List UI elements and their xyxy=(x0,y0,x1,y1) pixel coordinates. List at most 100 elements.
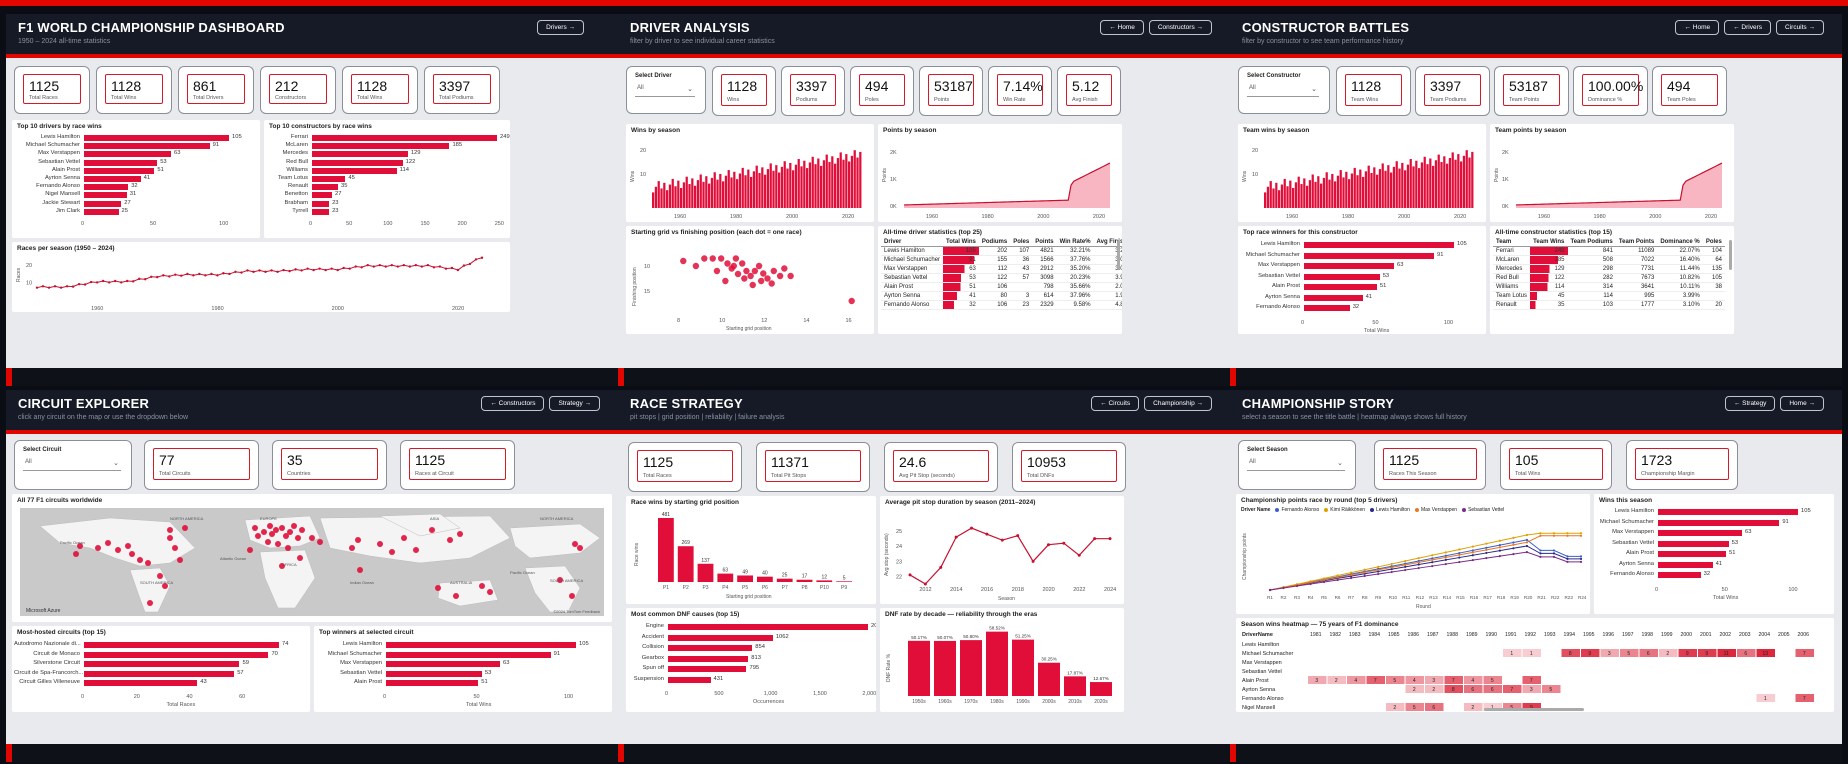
data-point xyxy=(1431,561,1434,564)
axis-tick: 2000 xyxy=(1398,214,1410,220)
table-cell: Ayrton Senna xyxy=(881,291,944,301)
chart-title: Season wins heatmap — 75 years of F1 dom… xyxy=(1241,621,1399,628)
data-label: 269 xyxy=(682,540,691,546)
nav-strategy-button[interactable]: ← Strategy xyxy=(1724,396,1776,411)
data-point xyxy=(1062,541,1066,545)
kpi-card: 3397 Total Podiums xyxy=(424,66,500,114)
data-point xyxy=(150,275,153,278)
nav-constructors-button[interactable]: Constructors → xyxy=(1148,20,1212,35)
horizontal-scrollbar xyxy=(1484,708,1584,711)
data-point xyxy=(192,274,195,277)
circuit-marker xyxy=(299,527,305,533)
season-filter[interactable]: Select Season All ⌄ xyxy=(1238,440,1356,490)
bar xyxy=(1304,252,1434,259)
table-cell: 129 xyxy=(1530,264,1568,274)
circuit-dropdown[interactable]: All ⌄ xyxy=(23,459,121,471)
nav-drivers-button[interactable]: ← Drivers xyxy=(1724,20,1772,35)
bar-label: Engine xyxy=(645,623,664,629)
table-cell: 106 xyxy=(978,300,1011,310)
bar xyxy=(1292,187,1295,208)
axis-tick: R20 xyxy=(1524,595,1533,600)
table-cell: 3.95 xyxy=(1093,273,1122,283)
axis-label: Points xyxy=(1494,168,1500,182)
series-line xyxy=(1269,551,1581,591)
bar xyxy=(697,563,714,582)
axis-tick: 20 xyxy=(26,263,32,269)
data-point xyxy=(1485,556,1488,560)
column-header: Team Points xyxy=(1615,238,1658,247)
panel-championship-story: CHAMPIONSHIP STORY select a season to se… xyxy=(1230,390,1842,762)
page-subtitle: filter by driver to see individual caree… xyxy=(630,38,775,45)
nav-home-button[interactable]: Home → xyxy=(1780,396,1824,411)
bar xyxy=(1339,170,1342,208)
kpi-label: Constructors xyxy=(275,95,307,101)
constructor-filter[interactable]: Select Constructor All ⌄ xyxy=(1238,66,1330,114)
table-title: All-time constructor statistics (top 15) xyxy=(1495,229,1613,236)
bar xyxy=(1440,161,1443,208)
season-dropdown[interactable]: All ⌄ xyxy=(1247,459,1345,471)
circuit-marker xyxy=(401,535,407,541)
data-point xyxy=(1539,552,1542,555)
circuit-marker xyxy=(577,545,583,551)
bar xyxy=(386,651,551,658)
data-point xyxy=(1390,562,1393,566)
series-line xyxy=(36,257,483,289)
driver-dropdown[interactable]: All ⌄ xyxy=(635,85,695,97)
world-map[interactable]: NORTH AMERICA EUROPE ASIA NORTH AMERICA Paci… xyxy=(20,508,604,616)
nav-constructors-button[interactable]: ← Constructors xyxy=(481,396,545,411)
axis-tick: 10 xyxy=(644,264,650,270)
kpi-value: 1128 xyxy=(111,78,142,94)
chart-title: Team points by season xyxy=(1495,127,1567,134)
column-header: Poles xyxy=(1010,238,1033,247)
bar xyxy=(1304,263,1394,269)
data-point xyxy=(1404,568,1407,572)
table-cell: Williams xyxy=(1493,282,1531,292)
table-scrollbar[interactable] xyxy=(1729,240,1732,270)
bar xyxy=(654,186,658,208)
nav-championship-button[interactable]: Championship → xyxy=(1144,396,1212,411)
circuit-map[interactable]: All 77 F1 circuits worldwide NORTH AMERI… xyxy=(12,494,612,622)
nav-drivers-button[interactable]: Drivers → xyxy=(537,20,584,35)
table-cell: 3098 xyxy=(1032,273,1057,283)
data-point xyxy=(132,280,135,283)
data-point xyxy=(438,265,442,268)
bar xyxy=(694,185,697,208)
nav-home-button[interactable]: ← Home xyxy=(1675,20,1720,35)
nav-home-button[interactable]: ← Home xyxy=(1100,20,1144,35)
bar-label: Ayrton Senna xyxy=(1264,293,1300,300)
constructor-dropdown[interactable]: All ⌄ xyxy=(1247,85,1319,97)
bar-value: 63 xyxy=(1745,529,1752,535)
data-point xyxy=(198,272,201,276)
table-cell: 798 xyxy=(1032,282,1057,292)
nav-circuits-button[interactable]: ← Circuits xyxy=(1091,396,1140,411)
kpi-value: 100.00% xyxy=(1588,78,1644,94)
axis-tick: R15 xyxy=(1456,595,1465,600)
nav-circuits-button[interactable]: Circuits → xyxy=(1776,20,1824,35)
circuit-marker xyxy=(285,545,291,551)
circuit-filter[interactable]: Select Circuit All ⌄ xyxy=(14,440,132,490)
data-point xyxy=(318,267,321,270)
heat-value: 6 xyxy=(1491,687,1494,693)
heat-value: 2 xyxy=(1666,651,1669,657)
chart-title: Most-hosted circuits (top 15) xyxy=(17,629,106,636)
axis-label: Avg stop (seconds) xyxy=(884,533,890,576)
data-point xyxy=(1525,538,1529,541)
kpi-value: 1723 xyxy=(1641,452,1673,468)
kpi-frame: 3397 Team Podiums xyxy=(1424,74,1481,106)
table-scrollbar[interactable] xyxy=(1117,240,1120,270)
heat-cell xyxy=(1522,649,1541,657)
driver-filter[interactable]: Select Driver All ⌄ xyxy=(626,66,706,114)
nav-strategy-button[interactable]: Strategy → xyxy=(549,396,600,411)
table-cell: 37.76% xyxy=(1056,255,1094,265)
table-cell: 41 xyxy=(943,291,979,301)
table-cell: Mercedes xyxy=(1493,264,1531,274)
axis-tick: 1980 xyxy=(982,214,994,220)
axis-tick: R23 xyxy=(1564,595,1573,600)
bar xyxy=(1353,167,1356,208)
map-label: EUROPE xyxy=(260,516,277,521)
data-point xyxy=(1512,541,1515,544)
bar-value: 41 xyxy=(1715,560,1723,567)
data-point xyxy=(95,281,99,284)
kpi-label: Poles xyxy=(865,97,879,103)
heat-cell xyxy=(1405,703,1424,711)
